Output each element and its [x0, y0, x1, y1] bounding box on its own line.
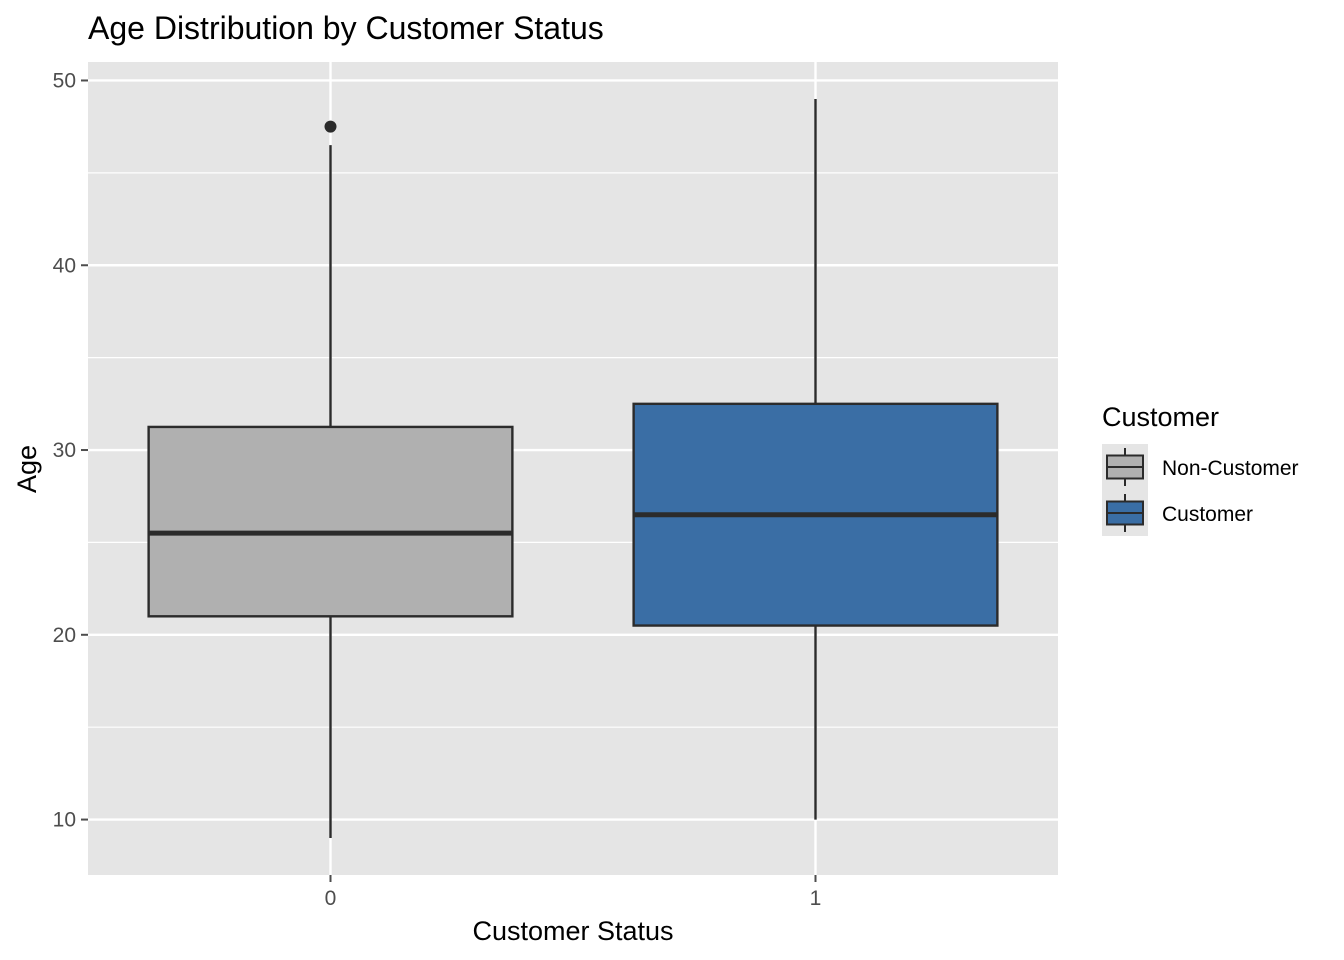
legend-item-1: Customer — [1102, 490, 1253, 536]
chart-title: Age Distribution by Customer Status — [88, 10, 604, 46]
legend: Customer Non-Customer Customer — [1102, 402, 1299, 536]
y-tick-label: 30 — [53, 439, 76, 462]
legend-item-0: Non-Customer — [1102, 444, 1299, 490]
y-tick-label: 10 — [53, 809, 76, 832]
legend-label: Non-Customer — [1162, 457, 1299, 480]
x-axis-title: Customer Status — [472, 916, 673, 946]
y-tick-label: 40 — [53, 254, 76, 277]
legend-label: Customer — [1162, 503, 1253, 526]
y-axis-title: Age — [12, 445, 42, 493]
y-tick-label: 50 — [53, 69, 76, 92]
y-axis: 10 20 30 40 50 — [53, 69, 88, 832]
outlier-point — [324, 120, 337, 133]
x-tick-label: 1 — [810, 887, 822, 910]
legend-items: Non-Customer Customer — [1102, 444, 1299, 536]
x-tick-label: 0 — [325, 887, 337, 910]
legend-title: Customer — [1102, 402, 1219, 432]
box-iqr — [147, 425, 514, 618]
boxes — [147, 98, 999, 839]
box-group-0 — [147, 120, 514, 839]
box-group-1 — [632, 98, 999, 820]
y-tick-label: 20 — [53, 624, 76, 647]
